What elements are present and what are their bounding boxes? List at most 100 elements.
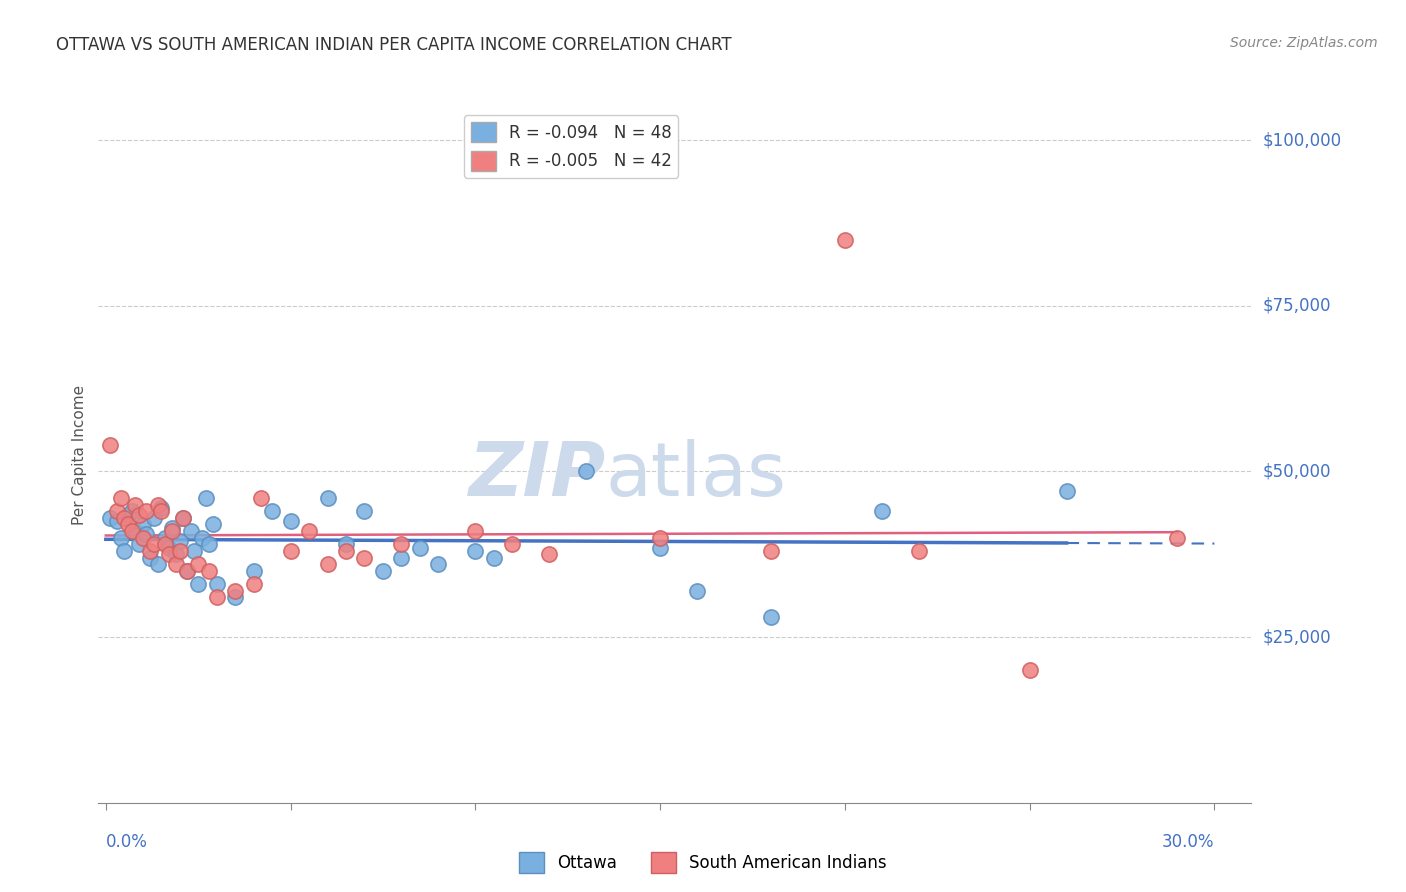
Point — [176, 564, 198, 578]
Point — [371, 564, 394, 578]
Point — [121, 524, 143, 538]
Point — [335, 537, 357, 551]
Point — [191, 531, 214, 545]
Point — [298, 524, 321, 538]
Point — [335, 544, 357, 558]
Point — [150, 504, 173, 518]
Point — [464, 544, 486, 558]
Point — [169, 544, 191, 558]
Point — [464, 524, 486, 538]
Point — [135, 504, 157, 518]
Text: $75,000: $75,000 — [1263, 297, 1331, 315]
Point — [538, 547, 561, 561]
Point — [353, 550, 375, 565]
Point — [142, 537, 165, 551]
Y-axis label: Per Capita Income: Per Capita Income — [72, 384, 87, 525]
Point — [648, 531, 671, 545]
Legend: Ottawa, South American Indians: Ottawa, South American Indians — [513, 846, 893, 880]
Point — [250, 491, 273, 505]
Point — [262, 504, 284, 518]
Point — [316, 558, 339, 572]
Text: $100,000: $100,000 — [1263, 131, 1341, 149]
Point — [105, 514, 128, 528]
Text: 0.0%: 0.0% — [105, 833, 148, 851]
Point — [162, 524, 184, 538]
Point — [187, 577, 209, 591]
Point — [169, 534, 191, 549]
Text: atlas: atlas — [606, 439, 787, 512]
Point — [316, 491, 339, 505]
Point — [205, 577, 228, 591]
Point — [1056, 484, 1078, 499]
Text: $50,000: $50,000 — [1263, 462, 1331, 481]
Point — [205, 591, 228, 605]
Point — [176, 564, 198, 578]
Point — [165, 547, 187, 561]
Point — [187, 558, 209, 572]
Point — [501, 537, 523, 551]
Point — [128, 537, 150, 551]
Text: 30.0%: 30.0% — [1161, 833, 1215, 851]
Point — [280, 544, 302, 558]
Point — [183, 544, 205, 558]
Text: ZIP: ZIP — [468, 439, 606, 512]
Point — [165, 558, 187, 572]
Point — [427, 558, 450, 572]
Legend: R = -0.094   N = 48, R = -0.005   N = 42: R = -0.094 N = 48, R = -0.005 N = 42 — [464, 115, 678, 178]
Point — [1018, 663, 1040, 677]
Text: $25,000: $25,000 — [1263, 628, 1331, 646]
Point — [224, 583, 246, 598]
Point — [117, 508, 139, 522]
Point — [153, 531, 176, 545]
Point — [242, 564, 264, 578]
Point — [157, 541, 180, 555]
Text: Source: ZipAtlas.com: Source: ZipAtlas.com — [1230, 36, 1378, 50]
Point — [132, 531, 155, 545]
Point — [648, 541, 671, 555]
Point — [162, 521, 184, 535]
Point — [280, 514, 302, 528]
Point — [180, 524, 202, 538]
Point — [834, 233, 856, 247]
Point — [98, 511, 121, 525]
Point — [105, 504, 128, 518]
Point — [198, 564, 221, 578]
Point — [135, 527, 157, 541]
Point — [142, 511, 165, 525]
Point — [353, 504, 375, 518]
Point — [172, 511, 194, 525]
Point — [907, 544, 929, 558]
Point — [482, 550, 505, 565]
Point — [759, 610, 782, 624]
Point — [157, 547, 180, 561]
Point — [110, 531, 132, 545]
Point — [139, 544, 162, 558]
Point — [686, 583, 709, 598]
Point — [128, 508, 150, 522]
Point — [124, 524, 146, 538]
Point — [150, 500, 173, 515]
Point — [391, 537, 413, 551]
Point — [201, 517, 224, 532]
Point — [1166, 531, 1188, 545]
Point — [117, 517, 139, 532]
Point — [112, 511, 135, 525]
Point — [409, 541, 432, 555]
Point — [198, 537, 221, 551]
Point — [124, 498, 146, 512]
Point — [132, 517, 155, 532]
Point — [146, 498, 169, 512]
Text: OTTAWA VS SOUTH AMERICAN INDIAN PER CAPITA INCOME CORRELATION CHART: OTTAWA VS SOUTH AMERICAN INDIAN PER CAPI… — [56, 36, 733, 54]
Point — [139, 550, 162, 565]
Point — [242, 577, 264, 591]
Point — [153, 537, 176, 551]
Point — [575, 465, 598, 479]
Point — [224, 591, 246, 605]
Point — [172, 511, 194, 525]
Point — [870, 504, 893, 518]
Point — [110, 491, 132, 505]
Point — [194, 491, 217, 505]
Point — [121, 504, 143, 518]
Point — [391, 550, 413, 565]
Point — [112, 544, 135, 558]
